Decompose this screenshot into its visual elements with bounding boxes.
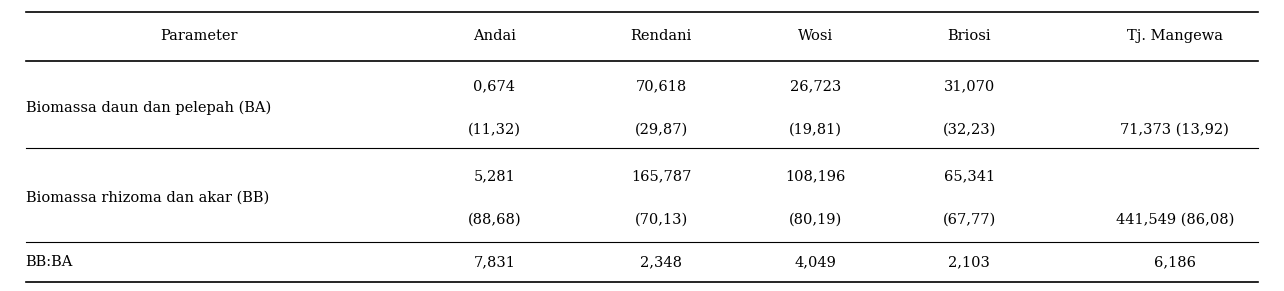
Text: (32,23): (32,23) [942, 123, 996, 136]
Text: 5,281: 5,281 [474, 169, 515, 183]
Text: Andai: Andai [473, 29, 516, 43]
Text: 2,348: 2,348 [641, 255, 682, 269]
Text: 65,341: 65,341 [944, 169, 995, 183]
Text: Biomassa daun dan pelepah (BA): Biomassa daun dan pelepah (BA) [26, 100, 271, 115]
Text: 7,831: 7,831 [474, 255, 515, 269]
Text: 70,618: 70,618 [636, 79, 687, 93]
Text: 165,787: 165,787 [630, 169, 692, 183]
Text: BB:BA: BB:BA [26, 255, 73, 269]
Text: (67,77): (67,77) [942, 213, 996, 227]
Text: (70,13): (70,13) [634, 213, 688, 227]
Text: 441,549 (86,08): 441,549 (86,08) [1116, 213, 1234, 227]
Text: Rendani: Rendani [630, 29, 692, 43]
Text: 0,674: 0,674 [474, 79, 515, 93]
Text: 26,723: 26,723 [790, 79, 841, 93]
Text: Parameter: Parameter [160, 29, 238, 43]
Text: 31,070: 31,070 [944, 79, 995, 93]
Text: (80,19): (80,19) [788, 213, 842, 227]
Text: 2,103: 2,103 [949, 255, 990, 269]
Text: 6,186: 6,186 [1154, 255, 1195, 269]
Text: Tj. Mangewa: Tj. Mangewa [1127, 29, 1222, 43]
Text: (88,68): (88,68) [467, 213, 521, 227]
Text: (19,81): (19,81) [788, 123, 842, 136]
Text: 71,373 (13,92): 71,373 (13,92) [1121, 123, 1229, 136]
Text: Biomassa rhizoma dan akar (BB): Biomassa rhizoma dan akar (BB) [26, 191, 268, 205]
Text: Wosi: Wosi [797, 29, 833, 43]
Text: 108,196: 108,196 [785, 169, 846, 183]
Text: (11,32): (11,32) [467, 123, 521, 136]
Text: 4,049: 4,049 [795, 255, 836, 269]
Text: Briosi: Briosi [948, 29, 991, 43]
Text: (29,87): (29,87) [634, 123, 688, 136]
